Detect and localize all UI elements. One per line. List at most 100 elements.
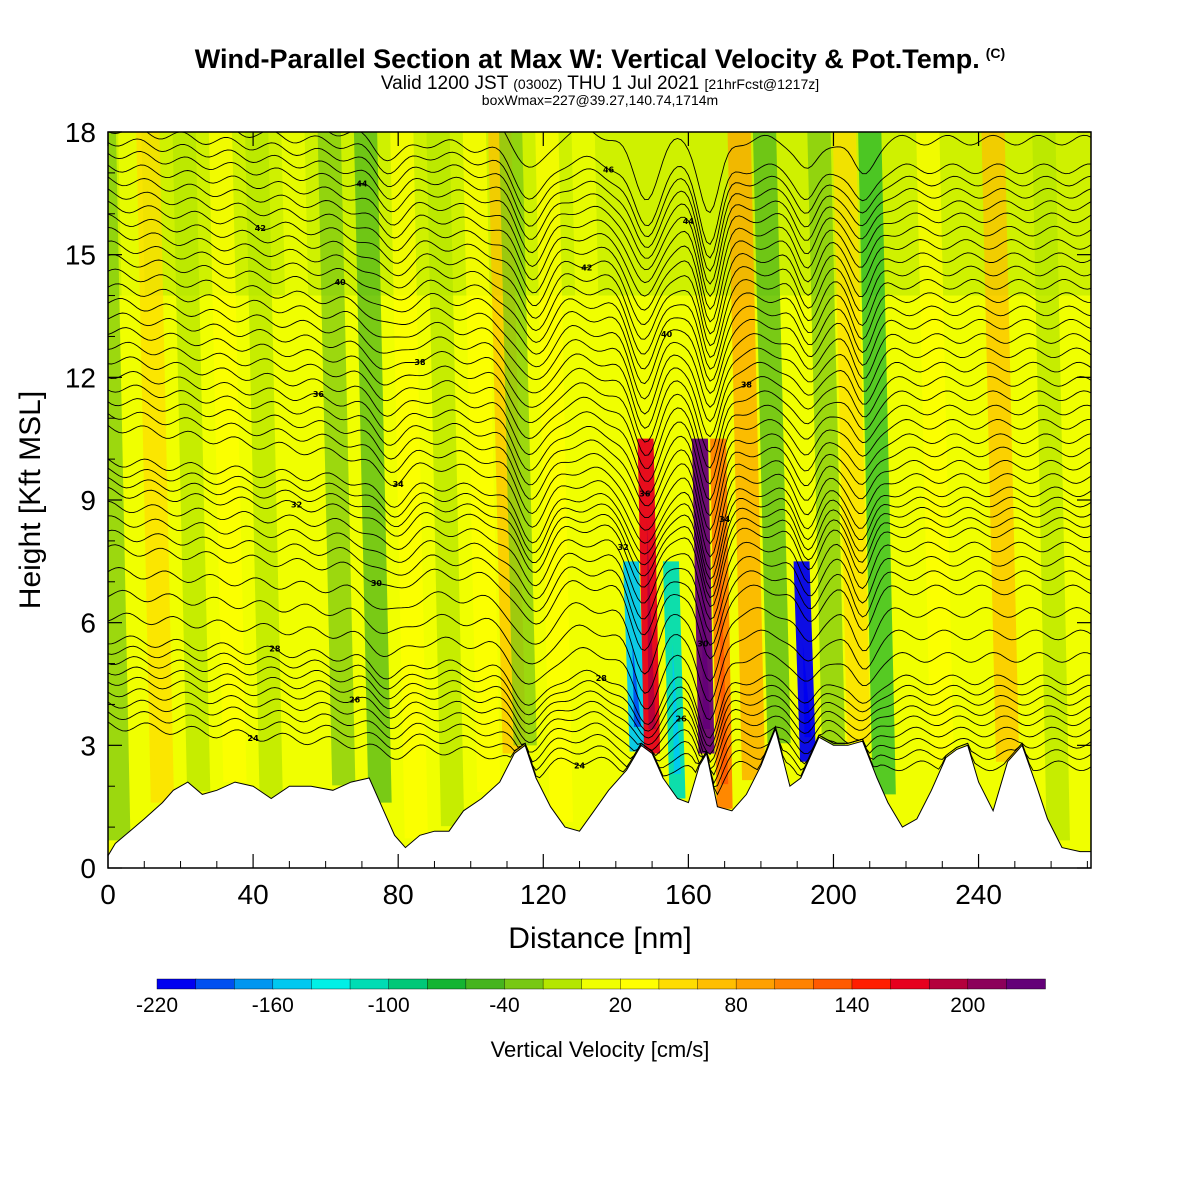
theta-contour-label: 40 (335, 278, 347, 287)
colorbar-swatch (735, 978, 776, 990)
theta-contour-line (108, 656, 1091, 756)
theta-contour-line (108, 589, 1091, 703)
colorbar-label: 200 (950, 994, 985, 1017)
colorbar-swatch (349, 978, 390, 990)
theta-contour-label: 26 (349, 696, 361, 705)
x-tick-label: 240 (955, 879, 1002, 910)
x-tick-label: 80 (383, 879, 414, 910)
theta-contour-line (108, 477, 1091, 599)
colorbar-swatch (581, 978, 622, 990)
y-tick-label: 12 (65, 362, 96, 393)
theta-contour-line (108, 283, 1091, 423)
colorbar-swatch (195, 978, 235, 990)
theta-contour-label: 28 (269, 644, 281, 653)
theta-contour-line (108, 666, 1091, 764)
theta-contour-line (108, 467, 1091, 590)
velocity-column (535, 132, 574, 822)
colorbar-label: 20 (609, 994, 632, 1017)
theta-contour-label: 26 (676, 714, 688, 723)
x-tick-label: 120 (520, 879, 567, 910)
theta-contour-label: 36 (313, 390, 325, 399)
valid-time-line: Valid 1200 JST (0300Z) THU 1 Jul 2021 [2… (0, 73, 1200, 95)
theta-contour-label: 24 (248, 734, 260, 743)
valid-utc: (0300Z) (513, 76, 563, 92)
theta-contour-line (108, 612, 1091, 721)
theta-contour-line (108, 635, 1091, 739)
velocity-field (108, 132, 1091, 868)
theta-contour-line (108, 132, 1091, 272)
velocity-column (832, 132, 871, 743)
colorbar-swatch (813, 978, 853, 990)
terrain (108, 727, 1091, 868)
colorbar-swatch (851, 978, 892, 990)
theta-contour-line (108, 500, 1091, 621)
colorbar: -220 -160 -100 -40 20 80 140 200 (136, 978, 1046, 1017)
theta-contour-label: 30 (371, 579, 383, 588)
colorbar-label: -40 (489, 994, 519, 1017)
theta-contour-line (108, 645, 1091, 747)
theta-contour-line (108, 200, 1091, 347)
colorbar-swatch (311, 978, 351, 990)
colorbar-swatch (504, 978, 544, 990)
theta-contour-label: 44 (683, 217, 695, 226)
theta-contour-label: 34 (393, 480, 405, 489)
theta-contour-label: 46 (603, 165, 615, 174)
theta-contour-line (108, 188, 1091, 335)
theta-contour-line (108, 676, 1091, 771)
velocity-core (672, 643, 682, 774)
velocity-column (807, 132, 846, 746)
chart-title-text: Wind-Parallel Section at Max W: Vertical… (194, 44, 980, 74)
theta-contour-label: 30 (697, 640, 709, 649)
theta-contour-label: 28 (596, 674, 608, 683)
velocity-column (571, 132, 610, 806)
theta-contour-line (108, 699, 1091, 785)
velocity-column (118, 132, 156, 819)
colorbar-swatch (890, 978, 930, 990)
velocity-column (752, 132, 791, 744)
terrain-mask (108, 727, 1091, 868)
y-tick-label: 15 (65, 240, 96, 271)
velocity-column (317, 132, 356, 786)
theta-contour-line (108, 567, 1091, 682)
forecast-info: [21hrFcst@1217z] (704, 76, 820, 92)
colorbar-swatch (1006, 978, 1046, 990)
colorbar-swatch (272, 978, 313, 990)
x-tick-label: 40 (238, 879, 269, 910)
velocity-column (858, 132, 896, 795)
velocity-column (208, 132, 247, 783)
y-tick-label: 9 (80, 485, 96, 516)
valid-prefix: Valid 1200 JST (380, 73, 508, 94)
theta-contour-label: 46 (277, 122, 289, 131)
colorbar-swatch (928, 978, 969, 990)
y-tick-label: 0 (80, 853, 96, 884)
valid-date: THU 1 Jul 2021 (567, 73, 700, 94)
theta-contour-line (108, 213, 1091, 359)
colorbar-swatch (774, 978, 815, 990)
chart-title: Wind-Parallel Section at Max W: Vertical… (0, 44, 1200, 75)
theta-contour-line (108, 688, 1091, 776)
colorbar-swatch (658, 978, 699, 990)
colorbar-swatch (465, 978, 506, 990)
theta-contour-line (108, 424, 1091, 571)
theta-contour-line (108, 370, 1091, 517)
colorbar-label: -100 (368, 994, 410, 1017)
colorbar-label: 140 (834, 994, 869, 1017)
theta-contour-label: 36 (639, 489, 651, 498)
theta-contour-label: 38 (741, 380, 753, 389)
theta-contour-line (108, 138, 1091, 285)
velocity-column (281, 132, 320, 787)
velocity-column (172, 132, 211, 792)
theta-contour-line (108, 254, 1091, 395)
theta-contour-line (108, 486, 1091, 608)
theta-contour-line (108, 721, 1091, 796)
y-tick-label: 6 (80, 608, 96, 639)
colorbar-swatch (542, 978, 583, 990)
box-wmax-line: boxWmax=227@39.27,140.74,1714m (481, 92, 719, 108)
velocity-column (793, 561, 817, 762)
colorbar-swatch (234, 978, 274, 990)
theta-contour-line (108, 398, 1091, 545)
theta-contour-label: 32 (618, 543, 629, 552)
velocity-column (1032, 132, 1070, 841)
theta-contour-line (108, 356, 1091, 501)
